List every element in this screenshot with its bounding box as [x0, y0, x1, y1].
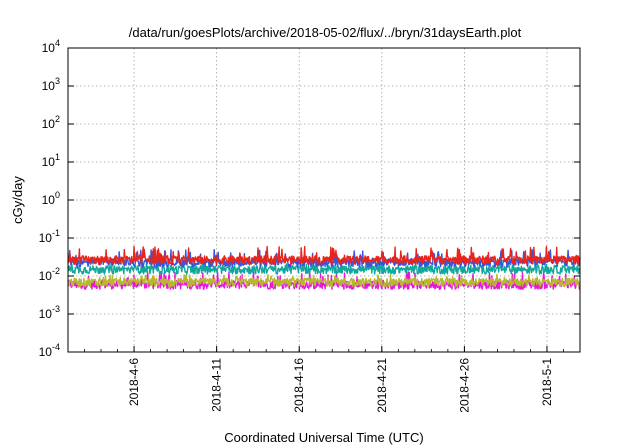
chart-title: /data/run/goesPlots/archive/2018-05-02/f… — [129, 25, 522, 40]
series-line — [67, 262, 581, 275]
y-tick-label: 10-4 — [39, 342, 60, 359]
y-tick-label: 10-3 — [39, 304, 60, 321]
series-line — [67, 245, 581, 265]
y-tick-label: 102 — [42, 114, 60, 131]
x-tick-label: 2018-5-1 — [540, 358, 554, 406]
x-axis: 2018-4-6 2018-4-11 2018-4-16 2018-4-21 2018-… — [67, 346, 581, 413]
y-tick-label: 10-1 — [39, 228, 60, 245]
x-tick-label: 2018-4-26 — [457, 358, 471, 413]
grid — [68, 48, 580, 352]
y-tick-label: 10-2 — [39, 266, 60, 283]
x-tick-label: 2018-4-6 — [127, 358, 141, 406]
series-line — [67, 273, 581, 288]
series-line — [67, 271, 581, 290]
y-axis-label: cGy/day — [10, 176, 25, 224]
y-tick-label: 103 — [42, 76, 60, 93]
x-axis-label: Coordinated Universal Time (UTC) — [224, 430, 423, 445]
x-tick-label: 2018-4-16 — [292, 358, 306, 413]
y-tick-label: 101 — [42, 152, 60, 169]
x-tick-label: 2018-4-21 — [375, 358, 389, 413]
y-tick-label: 100 — [42, 190, 60, 207]
y-tick-label: 104 — [42, 38, 60, 55]
series-layer — [67, 245, 581, 290]
x-tick-label: 2018-4-11 — [210, 358, 224, 412]
